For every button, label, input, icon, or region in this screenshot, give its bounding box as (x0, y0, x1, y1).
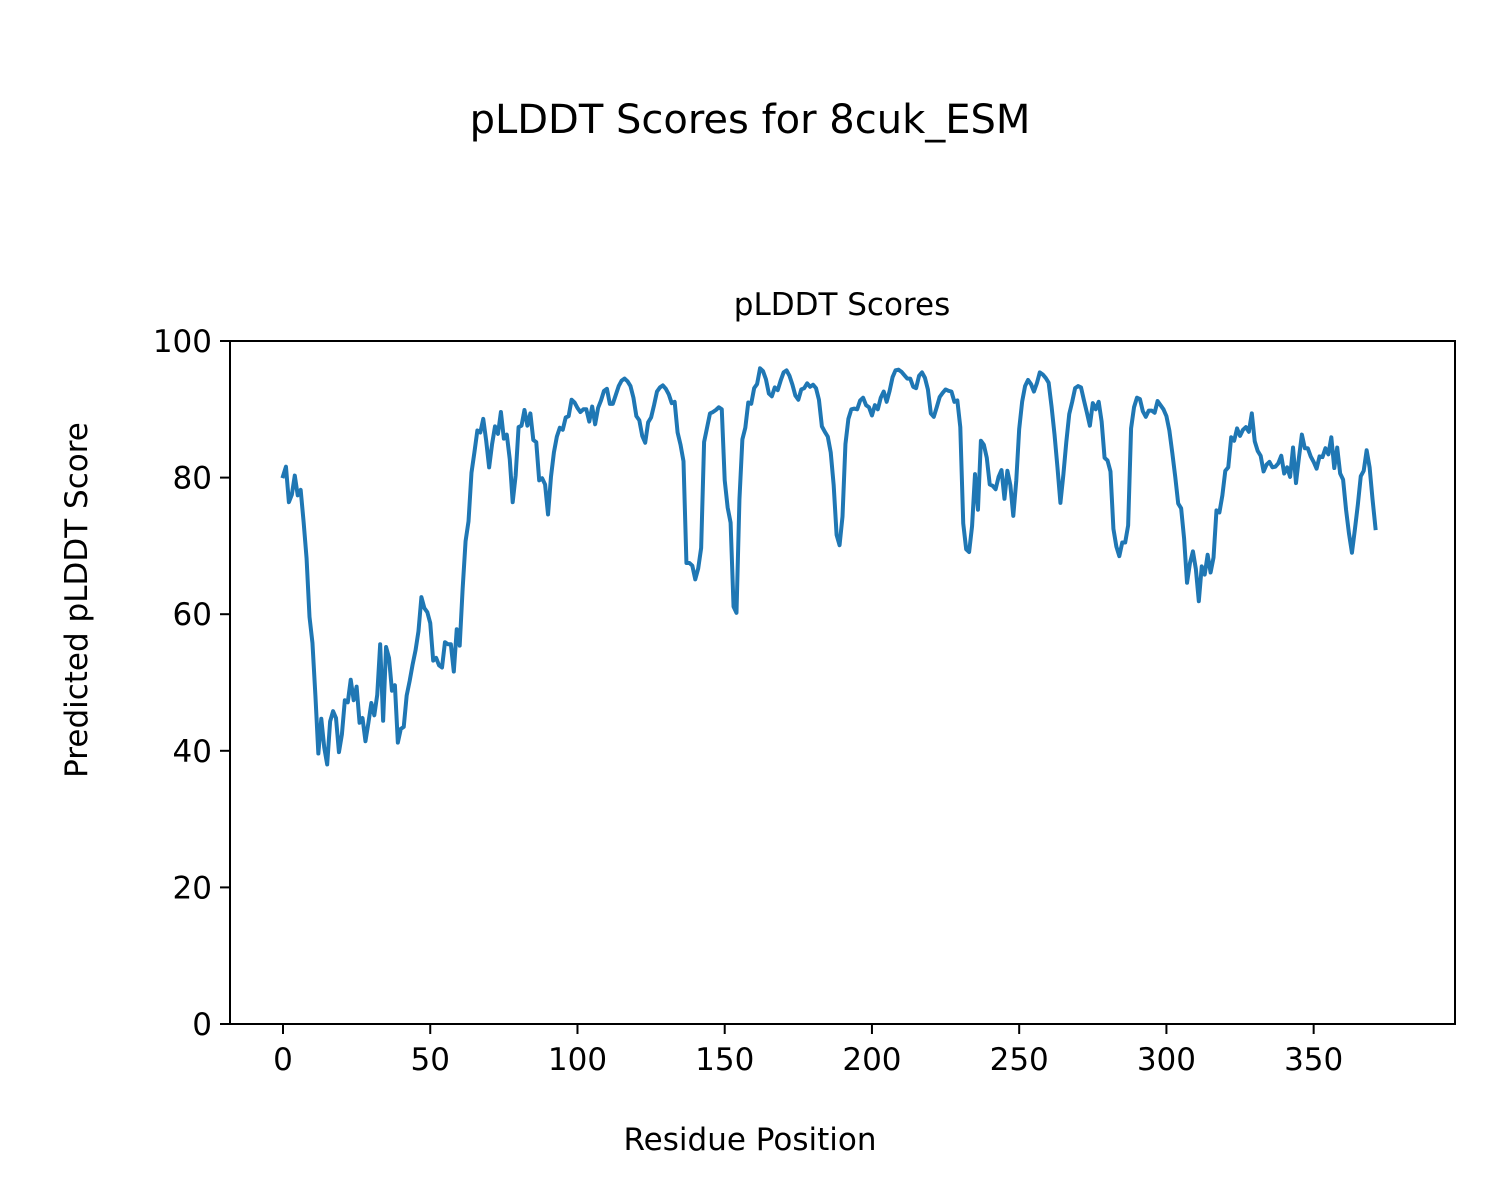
axes-frame (229, 340, 1456, 1025)
x-tick-label: 0 (273, 1042, 293, 1078)
y-tick-label: 60 (173, 597, 212, 633)
y-tick-label: 20 (173, 870, 212, 906)
x-tick-label: 300 (1137, 1042, 1196, 1078)
y-tick-label: 80 (173, 461, 212, 497)
plot-area (280, 366, 1378, 767)
x-tick-label: 200 (842, 1042, 901, 1078)
x-axis-label: Residue Position (624, 1122, 877, 1158)
y-axis-ticks: 0 20 40 60 80 100 (153, 324, 230, 1043)
figure-suptitle: pLDDT Scores for 8cuk_ESM (470, 97, 1031, 143)
y-tick-label: 100 (153, 324, 212, 360)
x-tick-label: 150 (695, 1042, 754, 1078)
x-tick-label: 100 (548, 1042, 607, 1078)
y-axis-label: Predicted pLDDT Score (59, 422, 95, 778)
axes-title: pLDDT Scores (734, 287, 950, 323)
plddt-series-line (280, 366, 1378, 767)
x-axis-ticks: 0 50 100 150 200 250 300 350 (273, 1024, 1343, 1078)
x-tick-label: 50 (411, 1042, 450, 1078)
x-tick-label: 250 (990, 1042, 1049, 1078)
y-tick-label: 40 (173, 734, 212, 770)
y-tick-label: 0 (192, 1007, 212, 1043)
x-tick-label: 350 (1284, 1042, 1343, 1078)
